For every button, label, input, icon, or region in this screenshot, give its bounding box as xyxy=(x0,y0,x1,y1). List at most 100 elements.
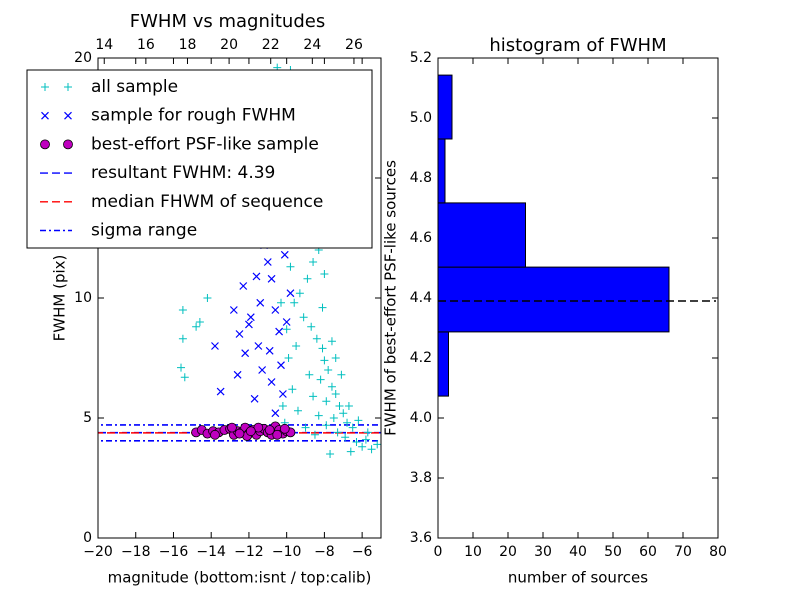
plus-marker xyxy=(303,274,312,283)
x-marker xyxy=(271,306,280,314)
plus-marker xyxy=(331,390,340,398)
x-marker xyxy=(211,342,219,350)
circle-marker xyxy=(264,425,275,435)
plus-marker xyxy=(284,354,293,362)
plus-marker xyxy=(178,334,187,343)
x2-tick-label: 24 xyxy=(303,37,321,53)
x-marker xyxy=(241,349,250,358)
plus-marker xyxy=(354,416,363,425)
x-tick-label: 80 xyxy=(709,544,727,560)
x-tick-label: −20 xyxy=(83,544,113,560)
x-marker xyxy=(263,258,272,266)
legend-label: best-effort PSF-like sample xyxy=(91,134,319,154)
plus-marker xyxy=(312,334,321,343)
plus-marker xyxy=(320,356,329,365)
plus-marker xyxy=(335,402,344,410)
x-tick-label: −18 xyxy=(121,544,151,560)
x-marker xyxy=(267,274,276,283)
plus-marker xyxy=(363,428,372,437)
x-tick-label: 30 xyxy=(534,544,552,560)
x-marker xyxy=(280,250,289,259)
x-marker xyxy=(286,289,295,298)
x-tick-label: 50 xyxy=(604,544,622,560)
chart-title: FWHM vs magnitudes xyxy=(130,11,325,32)
plot-frame xyxy=(97,57,382,539)
bar xyxy=(437,138,446,204)
bar xyxy=(437,74,453,140)
plus-marker xyxy=(295,289,304,298)
plus-marker xyxy=(195,318,204,326)
plus-marker xyxy=(320,270,329,278)
plus-marker xyxy=(299,313,308,322)
plus-marker xyxy=(316,375,325,384)
bar xyxy=(437,331,449,397)
x-tick-label: 10 xyxy=(464,544,482,560)
plus-marker xyxy=(177,363,186,372)
x-marker xyxy=(239,282,248,290)
x-tick-label: −16 xyxy=(159,544,189,560)
plus-marker xyxy=(282,325,291,334)
y-tick-label: 4.8 xyxy=(410,170,432,186)
x-tick-label: −6 xyxy=(352,544,373,560)
x-axis-label: number of sources xyxy=(508,569,648,587)
x2-tick-label: 22 xyxy=(262,37,280,53)
circle-marker xyxy=(272,429,283,440)
circle-marker xyxy=(40,139,50,150)
x-marker xyxy=(64,111,72,120)
plus-marker xyxy=(310,430,319,439)
x-tick-label: 70 xyxy=(674,544,692,560)
plus-marker xyxy=(318,344,327,353)
plus-marker xyxy=(278,402,287,410)
x-marker xyxy=(278,390,287,398)
x-marker xyxy=(246,313,255,322)
x-marker xyxy=(41,111,49,120)
y-tick-label: 4.4 xyxy=(410,290,432,306)
circle-marker xyxy=(234,428,245,439)
plus-marker xyxy=(318,303,327,312)
plus-marker xyxy=(358,442,367,451)
plus-marker xyxy=(324,366,333,374)
x-tick-label: −14 xyxy=(196,544,226,560)
plus-marker xyxy=(309,392,318,401)
bar xyxy=(437,266,670,333)
plus-marker xyxy=(292,342,301,350)
y-axis-label: FWHM (pix) xyxy=(51,255,69,342)
plus-marker xyxy=(343,418,352,427)
plus-marker xyxy=(352,438,361,446)
x2-tick-label: 20 xyxy=(220,37,238,53)
x-marker xyxy=(229,306,238,314)
x-marker xyxy=(245,320,253,329)
legend-label: sigma range xyxy=(91,221,197,241)
x-marker xyxy=(277,361,285,370)
x-axis-label: magnitude (bottom:isnt / top:calib) xyxy=(108,569,372,587)
y-tick-label: 4.0 xyxy=(410,410,432,426)
plus-marker xyxy=(301,423,310,432)
plus-marker xyxy=(41,83,49,91)
x-tick-label: 40 xyxy=(569,544,587,560)
legend: all sample sample for rough FWHM best-effo… xyxy=(26,69,373,249)
plus-marker xyxy=(331,354,340,362)
y-tick-label: 10 xyxy=(74,290,92,306)
plus-marker xyxy=(277,298,286,307)
plot-frame xyxy=(437,57,719,539)
x-marker xyxy=(233,370,242,379)
x-tick-label: −8 xyxy=(314,544,335,560)
legend-label: resultant FWHM: 4.39 xyxy=(91,163,275,183)
plus-marker xyxy=(322,421,331,430)
plus-marker xyxy=(286,262,295,271)
chart-title: histogram of FWHM xyxy=(489,35,666,56)
circle-marker xyxy=(210,429,220,440)
circle-marker xyxy=(63,139,73,150)
plus-marker xyxy=(367,445,376,454)
plus-marker xyxy=(64,83,72,91)
y-tick-label: 5 xyxy=(83,410,92,426)
legend-label: all sample xyxy=(91,77,178,97)
x-marker xyxy=(254,342,263,350)
x2-tick-label: 26 xyxy=(345,37,363,53)
x2-tick-label: 16 xyxy=(137,37,155,53)
y-axis-label: FWHM of best-effort PSF-like sources xyxy=(382,160,400,436)
x-marker xyxy=(250,394,259,403)
plus-marker xyxy=(327,337,336,346)
x2-tick-label: 18 xyxy=(179,37,197,53)
plus-marker xyxy=(314,411,323,420)
